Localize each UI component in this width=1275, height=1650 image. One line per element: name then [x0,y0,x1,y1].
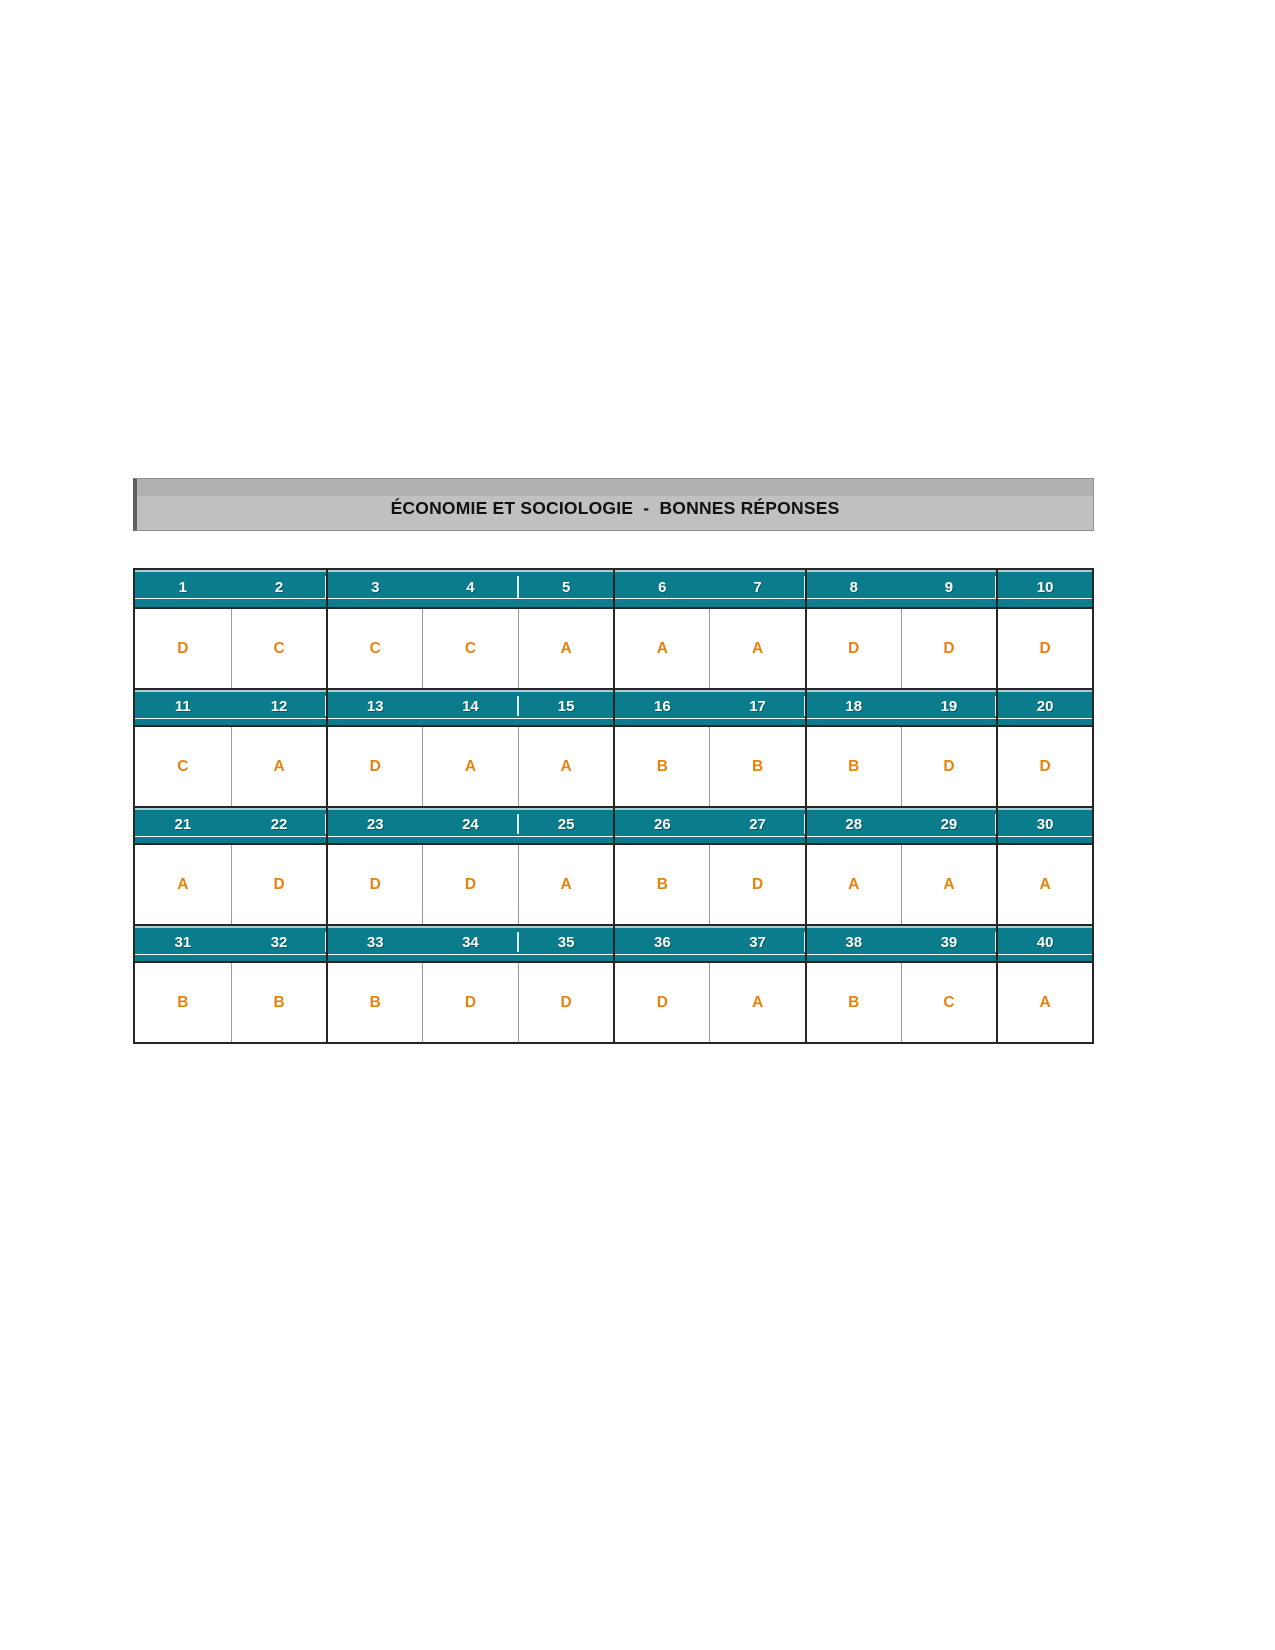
answer-cell: D [422,963,518,1042]
answer-cell: D [517,963,614,1042]
question-number-cell: 17 [709,690,806,725]
answer-cell: D [709,845,805,924]
question-number-cell: 10 [996,570,1092,607]
question-number-cell: 18 [804,690,901,725]
question-number-cell: 23 [326,808,422,843]
question-number-cell: 15 [557,697,575,715]
question-number-row: 11 12 13 14 15 16 17 18 19 20 [135,688,1092,727]
answer-cell: A [177,875,189,893]
answer-cell: D [230,845,327,924]
question-number-cell: 19 [901,690,997,725]
answer-cell: A [900,845,997,924]
answer-cell: D [996,609,1092,688]
answer-cell: A [517,609,614,688]
question-number-cell: 16 [613,690,709,725]
answer-cell: D [422,845,518,924]
question-number-cell: 24 [422,808,519,843]
question-number-row: 31 32 33 34 35 36 37 38 39 40 [135,924,1092,963]
answer-cell: A [230,727,327,806]
question-number-cell: 22 [231,808,328,843]
answer-cell: B [804,727,901,806]
answer-cell: B [804,963,901,1042]
answer-cell: D [900,609,997,688]
answer-cell: C [177,757,189,775]
answer-cell: D [326,845,422,924]
answer-cell: A [613,609,709,688]
question-number-cell: 40 [996,926,1092,961]
answer-cell: A [996,963,1092,1042]
question-number-cell: 37 [709,926,806,961]
answer-cell: C [900,963,997,1042]
answer-cell: D [900,727,997,806]
answer-cell: B [613,845,709,924]
answer-cell: D [804,609,901,688]
question-number-cell: 20 [996,690,1092,725]
answer-cell: D [326,727,422,806]
question-number-cell: 31 [174,933,192,951]
question-number-cell: 29 [901,808,997,843]
document-title: ÉCONOMIE ET SOCIOLOGIE - BONNES RÉPONSES [390,498,840,518]
answer-cell: A [422,727,518,806]
question-number-cell: 4 [422,570,519,607]
question-number-cell: 35 [557,933,575,951]
question-number-cell: 34 [422,926,519,961]
answer-cell: C [422,609,518,688]
question-number-cell: 7 [709,570,806,607]
question-number-cell: 32 [231,926,328,961]
question-number-cell: 2 [231,570,328,607]
answer-cell: B [177,993,189,1011]
question-number-cell: 14 [422,690,519,725]
answer-cell: A [709,963,805,1042]
question-number-cell: 26 [613,808,709,843]
answer-cell: D [996,727,1092,806]
question-number-cell: 13 [326,690,422,725]
answer-cell: B [326,963,422,1042]
answer-cell: C [326,609,422,688]
title-banner: ÉCONOMIE ET SOCIOLOGIE - BONNES RÉPONSES [133,478,1094,531]
answer-cell: D [613,963,709,1042]
answer-cell: B [230,963,327,1042]
question-number-cell: 12 [231,690,328,725]
question-number-cell: 33 [326,926,422,961]
question-number-cell: 36 [613,926,709,961]
answer-cell: A [709,609,805,688]
question-number-cell: 3 [326,570,422,607]
question-number-cell: 1 [178,578,188,596]
question-number-row: 21 22 23 24 25 26 27 28 29 30 [135,806,1092,845]
answer-cell: A [804,845,901,924]
question-number-cell: 25 [557,815,575,833]
question-number-cell: 9 [901,570,997,607]
question-number-cell: 30 [996,808,1092,843]
question-number-cell: 6 [613,570,709,607]
question-number-cell: 8 [804,570,901,607]
question-number-cell: 11 [174,697,191,715]
question-number-cell: 39 [901,926,997,961]
question-number-cell: 38 [804,926,901,961]
question-number-cell: 21 [174,815,192,833]
answer-cell: A [517,727,614,806]
answer-cell: B [613,727,709,806]
question-number-cell: 5 [561,578,571,596]
answer-cell: D [177,639,189,657]
answer-cell: C [230,609,327,688]
question-number-cell: 27 [709,808,806,843]
answer-cell: B [709,727,805,806]
question-number-row: 1 2 3 4 5 6 7 8 9 10 [135,570,1092,609]
answer-cell: A [517,845,614,924]
answer-cell: A [996,845,1092,924]
question-number-cell: 28 [804,808,901,843]
